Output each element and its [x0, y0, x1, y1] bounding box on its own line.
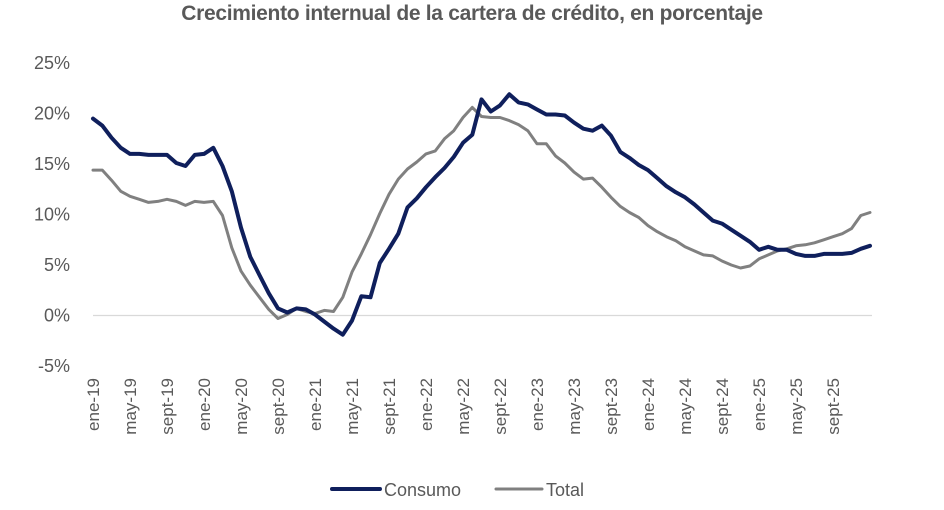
x-tick-label: may-21	[343, 378, 362, 435]
x-tick-label: ene-22	[417, 378, 436, 431]
x-tick-label: sept-25	[824, 378, 843, 435]
legend-label-consumo: Consumo	[384, 480, 461, 500]
x-tick-label: sept-24	[713, 378, 732, 435]
x-tick-label: ene-24	[639, 378, 658, 431]
y-tick-label: 25%	[34, 53, 70, 73]
x-tick-label: may-22	[454, 378, 473, 435]
x-tick-label: ene-23	[528, 378, 547, 431]
y-tick-label: 20%	[34, 104, 70, 124]
x-tick-label: may-20	[232, 378, 251, 435]
x-tick-label: sept-19	[158, 378, 177, 435]
x-tick-label: sept-23	[602, 378, 621, 435]
x-tick-label: may-24	[676, 378, 695, 435]
x-tick-label: ene-19	[84, 378, 103, 431]
chart-title: Crecimiento internual de la cartera de c…	[181, 2, 763, 25]
x-tick-label: ene-20	[195, 378, 214, 431]
y-tick-label: 0%	[44, 306, 70, 326]
x-tick-label: sept-22	[491, 378, 510, 435]
y-tick-label: 15%	[34, 154, 70, 174]
series-line-total	[91, 105, 872, 320]
x-tick-label: may-25	[787, 378, 806, 435]
x-tick-label: may-23	[565, 378, 584, 435]
y-tick-label: 10%	[34, 205, 70, 225]
x-tick-label: may-19	[121, 378, 140, 435]
y-tick-label: 5%	[44, 255, 70, 275]
axis-layer: 25% 20% 15% 10% 5% 0% -5% ene-19 may-19 sept-19 en…	[34, 53, 872, 435]
series-layer	[91, 92, 872, 337]
y-tick-label: -5%	[38, 356, 70, 376]
x-tick-label: sept-21	[380, 378, 399, 435]
legend: Consumo Total	[330, 480, 584, 500]
x-tick-label: sept-20	[269, 378, 288, 435]
x-tick-label: ene-21	[306, 378, 325, 431]
x-tick-label: ene-25	[750, 378, 769, 431]
series-line-consumo	[91, 92, 872, 337]
legend-label-total: Total	[546, 480, 584, 500]
